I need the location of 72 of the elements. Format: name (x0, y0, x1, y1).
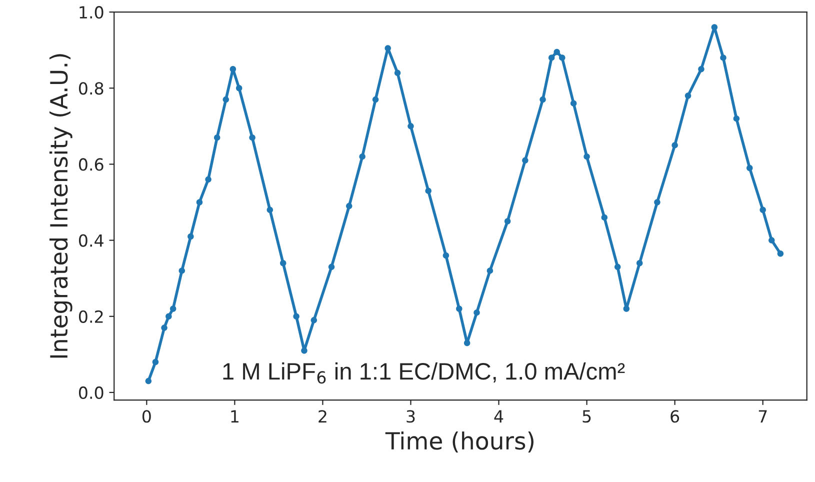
point (559, 54, 566, 61)
point (760, 206, 766, 213)
point (152, 358, 159, 366)
point (293, 313, 300, 320)
point (540, 96, 546, 103)
point (486, 268, 494, 274)
point (222, 96, 230, 103)
y-tick-label: 0.0 (78, 386, 104, 400)
x-tick-label: 4 (494, 410, 504, 422)
y-tick-label: 1.0 (80, 6, 104, 19)
point (777, 250, 784, 257)
x-tick-label: 1 (231, 410, 238, 422)
x-tick-label: 7 (758, 410, 767, 422)
point (249, 134, 256, 141)
point (698, 66, 704, 72)
point (359, 153, 366, 160)
point (614, 264, 621, 270)
point (684, 92, 692, 99)
point (522, 157, 528, 164)
point (654, 199, 660, 206)
point (178, 268, 186, 274)
point (623, 306, 630, 312)
point (346, 202, 352, 210)
point (280, 260, 286, 266)
y-tick-label: 0.4 (78, 234, 104, 247)
point (166, 313, 172, 320)
point (636, 260, 643, 266)
point (425, 188, 432, 194)
x-tick-label: 6 (670, 410, 680, 423)
point (456, 306, 462, 312)
x-tick-label: 5 (582, 410, 591, 423)
point (384, 45, 391, 52)
point (372, 96, 379, 103)
y-tick-label: 0.6 (78, 158, 104, 171)
point (474, 309, 480, 316)
point (504, 218, 511, 224)
point (548, 54, 555, 61)
point (161, 324, 168, 331)
point (328, 264, 335, 270)
point (205, 176, 212, 183)
point (733, 115, 740, 122)
point (214, 134, 220, 141)
point (301, 347, 308, 354)
point (236, 85, 242, 92)
point (768, 237, 775, 244)
y-axis-title: Integrated Intensity (A.U.) (49, 54, 72, 358)
point (230, 66, 236, 72)
annotation: 1 M LiPF$_{6}$ in 1:1 EC/DMC, 1.0 mA/cm² (223, 362, 625, 384)
point (145, 378, 152, 384)
y-tick-label: 0.2 (78, 310, 103, 323)
point (266, 206, 274, 213)
x-tick-label: 2 (318, 410, 326, 422)
point (408, 123, 414, 130)
x-tick-label: 0 (142, 410, 151, 423)
x-tick-label: 3 (406, 410, 415, 423)
x-axis-title: Time (hours) (385, 431, 534, 453)
point (442, 252, 450, 259)
point (310, 317, 318, 324)
point (584, 153, 590, 160)
point (746, 164, 753, 172)
point (570, 100, 577, 106)
point (711, 24, 718, 30)
point (601, 214, 608, 221)
point (196, 199, 203, 206)
point (464, 340, 470, 346)
y-tick-label: 0.8 (78, 82, 104, 95)
point (170, 306, 176, 312)
point (394, 70, 401, 76)
point (720, 54, 726, 61)
point (672, 142, 678, 148)
point (188, 233, 194, 240)
point (554, 48, 560, 56)
